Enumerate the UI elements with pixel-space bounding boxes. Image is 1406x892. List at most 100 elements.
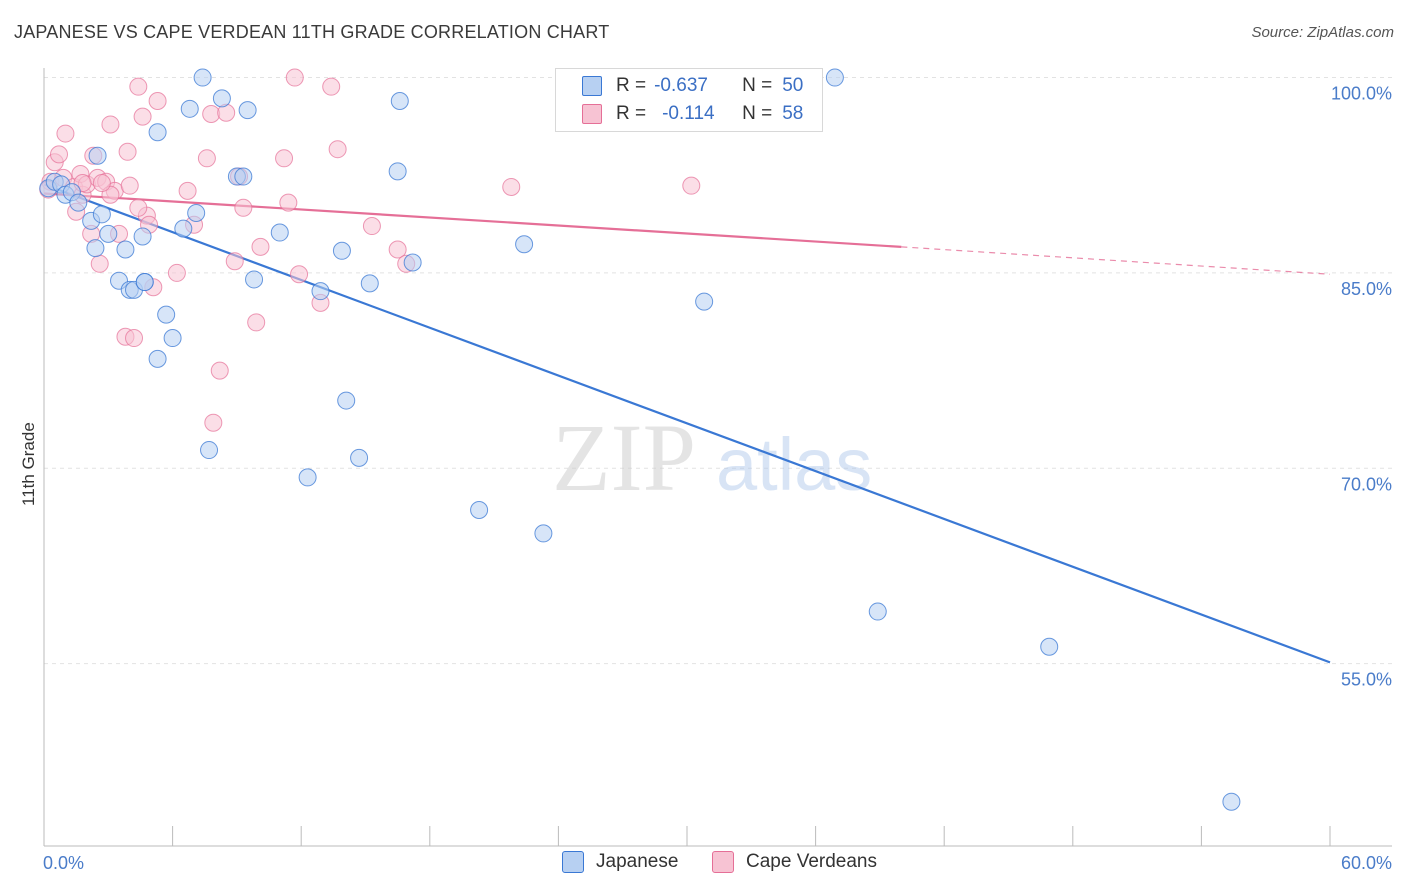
cape-verdeans-point: [167, 263, 186, 282]
axes: [43, 68, 1392, 847]
cape-verdeans-trend-extension: [901, 246, 1331, 275]
japanese-point: [200, 441, 219, 460]
legend-item-cape-verdeans[interactable]: Cape Verdeans: [712, 851, 877, 873]
japanese-point: [695, 292, 714, 311]
cape-verdeans-point: [50, 145, 69, 164]
legend-n-value-japanese: 50: [782, 75, 804, 96]
japanese-point: [825, 68, 844, 87]
japanese-point: [238, 101, 257, 120]
legend-r-label: R =: [616, 103, 647, 124]
legend-swatch-japanese: [582, 76, 602, 96]
japanese-point: [88, 146, 107, 165]
japanese-point: [1040, 637, 1059, 656]
legend-item-japanese[interactable]: Japanese: [562, 851, 678, 873]
japanese-point: [86, 239, 105, 258]
cape-verdeans-swatch: [712, 851, 734, 873]
cape-verdeans-point: [197, 149, 216, 168]
japanese-point: [403, 253, 422, 272]
cape-verdeans-point: [178, 181, 197, 200]
cape-verdeans-point: [502, 177, 521, 196]
watermark-atlas: atlas: [716, 423, 872, 506]
japanese-point: [92, 205, 111, 224]
tick-labels: 100.0% 85.0% 70.0% 55.0% 0.0% 60.0%: [43, 84, 1392, 873]
japanese-point: [116, 240, 135, 259]
japanese-point: [163, 329, 182, 348]
y-tick-label: 70.0%: [1341, 474, 1392, 494]
legend-n-value-cape: 58: [782, 103, 804, 124]
watermark-zip: ZIP: [552, 404, 696, 511]
cape-verdeans-point: [362, 217, 381, 236]
data-points: [39, 68, 1241, 811]
japanese-point: [360, 274, 379, 293]
cape-verdeans-trend-line: [43, 192, 902, 248]
x-tick-label: 60.0%: [1341, 853, 1392, 873]
cape-verdeans-point: [279, 193, 298, 212]
trend-lines: [43, 183, 1331, 664]
japanese-point: [350, 448, 369, 467]
japanese-point: [515, 235, 534, 254]
legend-japanese-label: Japanese: [596, 851, 679, 872]
japanese-trend-line: [43, 183, 1331, 664]
grid-lines: [44, 77, 1392, 665]
cape-verdeans-point: [90, 254, 109, 273]
legend-r-label: R =: [616, 75, 647, 96]
japanese-point: [534, 524, 553, 543]
japanese-point: [337, 391, 356, 410]
japanese-point: [212, 89, 231, 108]
cape-verdeans-point: [234, 198, 253, 217]
cape-verdeans-point: [210, 361, 229, 380]
y-axis-label: 11th Grade: [19, 422, 38, 506]
japanese-point: [270, 223, 289, 242]
legend-r-value-japanese: -0.637: [654, 75, 708, 96]
y-tick-label: 100.0%: [1331, 84, 1392, 104]
cape-verdeans-point: [682, 176, 701, 195]
legend-n-label: N =: [742, 75, 773, 96]
cape-verdeans-point: [92, 174, 111, 193]
japanese-point: [390, 92, 409, 111]
cape-verdeans-point: [204, 413, 223, 432]
legend-box: R = -0.637 N = 50 R = -0.114 N = 58: [555, 68, 823, 132]
legend-n-label: N =: [742, 103, 773, 124]
legend-r-value-cape: -0.114: [662, 103, 715, 124]
japanese-point: [470, 500, 489, 519]
x-tick-label: 0.0%: [43, 853, 84, 873]
legend-row-cape: R = -0.114 N = 58: [556, 100, 803, 128]
chart-title: JAPANESE VS CAPE VERDEAN 11TH GRADE CORR…: [14, 22, 610, 42]
cape-verdeans-point: [101, 115, 120, 134]
japanese-point: [69, 193, 88, 212]
japanese-point: [187, 204, 206, 223]
cape-verdeans-point: [328, 140, 347, 159]
source-label: Source: ZipAtlas.com: [1251, 24, 1394, 41]
cape-verdeans-point: [247, 313, 266, 332]
y-tick-label: 85.0%: [1341, 279, 1392, 299]
legend-swatch-cape: [582, 104, 602, 124]
cape-verdeans-point: [118, 142, 137, 161]
legend-row-japanese: R = -0.637 N = 50: [556, 72, 803, 100]
japanese-point: [311, 282, 330, 301]
japanese-point: [193, 68, 212, 87]
cape-verdeans-point: [275, 149, 294, 168]
cape-verdeans-point: [129, 198, 148, 217]
japanese-point: [180, 99, 199, 118]
cape-verdeans-point: [225, 252, 244, 271]
cape-verdeans-point: [202, 105, 221, 124]
y-tick-label: 55.0%: [1341, 670, 1392, 690]
japanese-swatch: [562, 851, 584, 873]
japanese-point: [298, 468, 317, 487]
cape-verdeans-point: [290, 265, 309, 284]
cape-verdeans-point: [129, 77, 148, 96]
japanese-point: [1222, 792, 1241, 811]
cape-verdeans-point: [120, 176, 139, 195]
japanese-point: [135, 273, 154, 292]
japanese-point: [148, 349, 167, 368]
cape-verdeans-point: [388, 240, 407, 259]
cape-verdeans-point: [148, 92, 167, 111]
japanese-point: [157, 305, 176, 324]
cape-verdeans-point: [322, 77, 341, 96]
japanese-point: [148, 123, 167, 142]
japanese-point: [133, 227, 152, 246]
japanese-point: [332, 241, 351, 260]
japanese-point: [174, 219, 193, 238]
legend-cape-label: Cape Verdeans: [746, 851, 877, 872]
